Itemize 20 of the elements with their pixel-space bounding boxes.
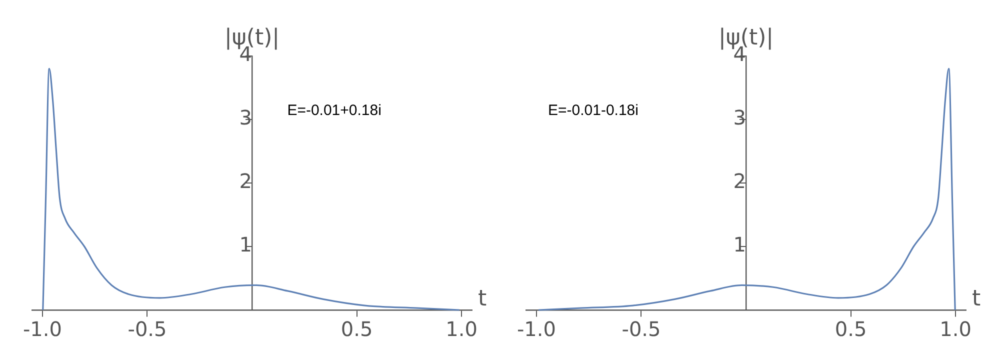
x-tick-label: -1.0 [516, 317, 556, 342]
annotation: E=-0.01+0.18i [287, 102, 382, 120]
y-tick-label: 2 [239, 169, 252, 194]
y-tick-label: 1 [239, 232, 252, 257]
x-tick-label: 1.0 [940, 317, 972, 342]
x-tick-label: -1.0 [22, 317, 62, 342]
y-tick-label: 2 [733, 169, 746, 194]
x-axis-title: t [972, 286, 981, 312]
x-axis-title: t [478, 286, 487, 312]
y-tick-label: 3 [733, 106, 746, 130]
x-tick-label: -0.5 [622, 317, 661, 342]
x-tick-label: 0.5 [340, 317, 373, 342]
y-tick-label: 1 [733, 232, 746, 257]
line-series [42, 68, 460, 311]
y-tick-label: 3 [239, 106, 252, 130]
line-series [538, 68, 956, 311]
annotation: E=-0.01-0.18i [548, 102, 638, 120]
x-tick-label: 0.5 [834, 317, 867, 342]
x-tick-label: 1.0 [446, 317, 478, 342]
x-tick-label: -0.5 [128, 317, 167, 342]
